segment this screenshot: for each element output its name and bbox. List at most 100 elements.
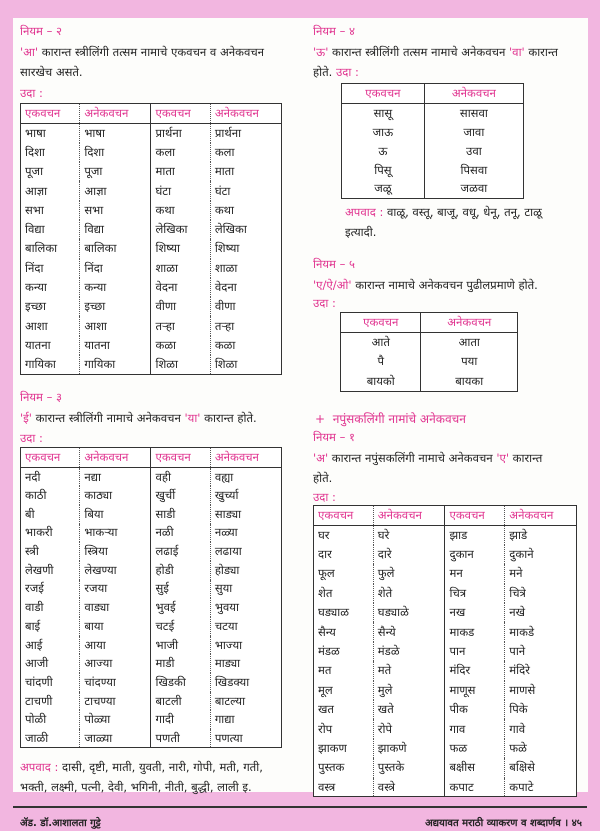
footer-book-page: अद्ययावत मराठी व्याकरण व शब्दार्णव । ४५ — [425, 818, 582, 829]
singular-cell: कन्या — [25, 280, 47, 295]
plural-cell: नळ्या — [209, 523, 282, 543]
rule-5-mark: 'ए/ऐ/ओ' — [313, 278, 352, 292]
singular-cell: पिसू — [374, 162, 392, 177]
plural-cell: सासवा — [423, 103, 524, 123]
singular-cell: मन — [444, 564, 505, 584]
plural-cell: खिडक्या — [209, 673, 282, 692]
singular-cell: कळा — [150, 335, 211, 356]
table-row: रोप रोपे गाव गावे — [314, 719, 577, 739]
singular-cell: बाटली — [150, 691, 211, 711]
column-header: एकवचन — [20, 447, 80, 468]
singular-cell: टाचणी — [25, 693, 53, 708]
singular-cell: रजई — [25, 581, 44, 596]
column-header: अनेकवचन — [504, 505, 577, 526]
table-header-row: एकवचन अनेकवचन — [340, 312, 518, 333]
rule-5-title: नियम – ५ — [313, 257, 355, 271]
rule-3-exception-2: भक्ती, लक्ष्मी, पत्नी, देवी, भगिनी, नीती… — [20, 780, 252, 794]
plural-cell: आता — [420, 332, 518, 352]
neuter-text-3: होते. — [313, 471, 333, 485]
table-row: फूल फुले मन मने — [314, 564, 577, 584]
plural-cell: घड्याळे — [372, 603, 445, 623]
plural-cell: शाळा — [209, 258, 282, 278]
table-row: जाळी जाळ्या पणती पणत्या — [21, 729, 282, 748]
singular-cell: चांदणी — [25, 674, 53, 689]
neuter-text-1: कारान्त नपुंसकलिंगी नामाचे अनेकवचन — [328, 451, 497, 465]
plural-cell: वीणा — [209, 297, 282, 317]
singular-cell: यातना — [25, 337, 51, 352]
singular-cell: सभा — [25, 202, 44, 217]
singular-cell: घंटा — [150, 181, 211, 201]
plural-cell: चांदण्या — [79, 673, 151, 692]
table-row: आई आया भाजी भाज्या — [21, 635, 282, 655]
plural-cell: बायका — [420, 371, 518, 391]
bullet-plus-icon: + — [315, 412, 326, 426]
plural-cell: पणत्या — [209, 729, 282, 748]
plural-cell: मंदिरे — [504, 661, 577, 681]
singular-cell: भाषा — [25, 125, 46, 140]
table-row: इच्छा इच्छा वीणा वीणा — [21, 297, 282, 317]
plural-cell: खुर्च्या — [209, 486, 282, 505]
table-row: पूजा पूजा माता माता — [21, 162, 282, 182]
plural-cell: नद्या — [79, 467, 151, 487]
column-header: अनेकवचन — [420, 312, 518, 333]
table-row: ऊ उवा — [342, 141, 524, 161]
rule-4-table: एकवचन अनेकवचन सासू सासवा जाऊ जावा ऊ उवा पिसू पिसव… — [341, 83, 524, 199]
singular-cell: बायको — [366, 373, 395, 388]
singular-cell: झाकण — [318, 740, 347, 755]
singular-cell: माता — [150, 162, 211, 182]
singular-cell: जाऊ — [372, 124, 394, 139]
column-header: एकवचन — [150, 103, 211, 124]
singular-cell: साडी — [150, 504, 211, 524]
singular-cell: काठी — [25, 488, 47, 503]
table-row: काठी काठ्या खुर्ची खुर्च्या — [21, 486, 282, 505]
rule-3-exception-1: दासी, दृष्टी, माती, युवती, नारी, गोपी, म… — [58, 760, 263, 774]
singular-cell: माडी — [150, 654, 211, 674]
singular-cell: बालिका — [25, 241, 58, 256]
column-header: अनेकवचन — [372, 505, 445, 526]
table-row: झाकण झाकणे फळ फळे — [314, 738, 577, 759]
singular-cell: इच्छा — [25, 299, 46, 314]
singular-cell: आजी — [25, 656, 49, 671]
table-row: नदी नद्या वही वह्या — [21, 467, 282, 487]
singular-cell: पान — [444, 641, 505, 662]
plural-cell: माणसे — [504, 680, 577, 701]
plural-cell: शेते — [372, 583, 445, 604]
plural-cell: वस्त्रे — [372, 777, 445, 797]
singular-cell: भाकरी — [25, 525, 53, 540]
singular-cell: जाळी — [25, 730, 49, 745]
singular-cell: बी — [25, 506, 35, 521]
column-header: अनेकवचन — [423, 83, 524, 104]
plural-cell: गायिका — [79, 355, 151, 375]
singular-cell: माणूस — [444, 680, 505, 701]
singular-cell: प्रार्थना — [150, 123, 211, 143]
plural-cell: टाचण्या — [79, 691, 151, 711]
rule-2-text-2: सारखेच असते. — [20, 65, 83, 79]
table-row: बालिका बालिका शिष्या शिष्या — [21, 239, 282, 259]
rule-5-example-label: उदा : — [313, 296, 336, 310]
table-row: मत मते मंदिर मंदिरे — [314, 661, 577, 681]
neuter-heading-text: नपुंसकलिंगी नामांचे अनेकवचन — [332, 412, 466, 426]
plural-cell: कला — [209, 142, 282, 163]
singular-cell: मत — [318, 663, 332, 678]
plural-cell: पोळ्या — [79, 710, 151, 730]
rule-2-table: एकवचन अनेकवचन एकवचन अनेकवचन भाषा भाषा प्रार्थन… — [20, 103, 282, 375]
table-header-row: एकवचन अनेकवचन एकवचन अनेकवचन — [313, 505, 577, 526]
singular-cell: घर — [318, 527, 330, 542]
singular-cell: फळ — [444, 738, 505, 759]
table-row: आते आता — [341, 332, 518, 352]
plural-cell: सुया — [209, 579, 282, 599]
rule-5-table: एकवचन अनेकवचन आते आता पै पया बायको बायका — [340, 312, 518, 392]
plural-cell: लेखण्या — [79, 560, 151, 580]
plural-cell: दारे — [372, 544, 445, 565]
rule-3-mark-2: 'या' — [184, 411, 201, 425]
plural-cell: मुले — [372, 680, 445, 701]
singular-cell: शेत — [318, 585, 333, 600]
singular-cell: जळू — [374, 181, 392, 196]
table-row: खत खते पीक पिके — [314, 700, 577, 720]
plural-cell: घंटा — [209, 181, 282, 201]
rule-5-text: 'ए/ऐ/ओ' कारान्त नामाचे अनेकवचन पुढीलप्रम… — [313, 275, 588, 295]
plural-cell: विद्या — [79, 219, 151, 240]
plural-cell: झाकणे — [372, 738, 445, 759]
footer-divider — [13, 806, 587, 808]
plural-cell: बक्षिसे — [504, 758, 577, 778]
